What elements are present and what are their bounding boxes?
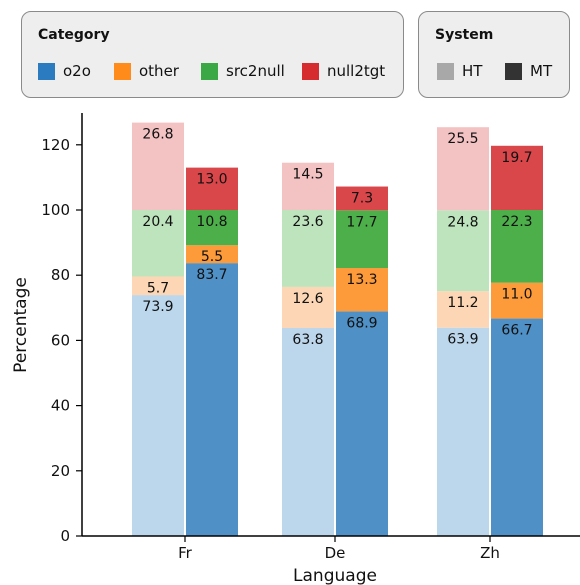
bar-zh-mt-o2o xyxy=(491,318,543,536)
data-label-zh-ht-other: 11.2 xyxy=(447,295,478,311)
bar-fr-mt-src2null xyxy=(186,210,238,246)
legend-label-null2tgt: null2tgt xyxy=(327,62,386,80)
bar-de-mt-other xyxy=(336,268,388,312)
data-label-fr-ht-src2null: 20.4 xyxy=(142,214,173,230)
data-label-de-mt-other: 13.3 xyxy=(346,272,377,288)
data-label-fr-mt-other: 5.5 xyxy=(201,249,223,265)
data-label-de-ht-o2o: 63.8 xyxy=(292,332,323,348)
legend-item-mt: MT xyxy=(505,62,552,80)
axes-layer: 0 20 40 60 80 100 120 Fr De Zh Language Percentage xyxy=(11,113,580,585)
legend-label-mt: MT xyxy=(530,62,553,80)
data-label-de-mt-src2null: 17.7 xyxy=(346,214,377,230)
bar-de-ht-other xyxy=(282,286,334,329)
bar-fr-ht-null2tgt xyxy=(132,122,184,210)
y-axis-label: Percentage xyxy=(11,277,31,373)
data-label-de-mt-o2o: 68.9 xyxy=(346,315,377,331)
bar-de-mt-src2null xyxy=(336,210,388,269)
data-label-zh-ht-null2tgt: 25.5 xyxy=(447,131,478,147)
legend-label-ht: HT xyxy=(462,62,483,80)
legend-item-src2null: src2null xyxy=(201,62,285,80)
bar-de-mt-null2tgt xyxy=(336,186,388,211)
legend-item-null2tgt: null2tgt xyxy=(302,62,385,80)
y-tick-label-80: 80 xyxy=(51,266,70,284)
data-label-fr-mt-null2tgt: 13.0 xyxy=(196,172,227,188)
y-tick-label-100: 100 xyxy=(41,201,70,219)
y-tick-label-20: 20 xyxy=(51,462,70,480)
bar-zh-ht-o2o xyxy=(437,327,489,536)
data-label-de-mt-null2tgt: 7.3 xyxy=(351,191,373,207)
data-label-de-ht-null2tgt: 14.5 xyxy=(292,167,323,183)
x-tick-label-zh: Zh xyxy=(480,544,500,562)
legend-label-o2o: o2o xyxy=(63,62,91,80)
legend-swatch-src2null xyxy=(201,62,218,80)
legend-swatch-null2tgt xyxy=(302,62,319,80)
bar-zh-mt-src2null xyxy=(491,210,543,283)
data-label-zh-mt-o2o: 66.7 xyxy=(501,323,532,339)
legend-swatch-mt xyxy=(505,62,522,80)
bar-de-ht-o2o xyxy=(282,328,334,536)
bars-layer xyxy=(132,122,543,536)
data-label-zh-mt-other: 11.0 xyxy=(501,287,532,303)
bar-fr-mt-o2o xyxy=(186,263,238,536)
data-label-de-ht-src2null: 23.6 xyxy=(292,214,323,230)
bar-zh-mt-null2tgt xyxy=(491,145,543,210)
y-tick-label-60: 60 xyxy=(51,331,70,349)
legend-swatch-ht xyxy=(437,62,454,80)
y-tick-label-120: 120 xyxy=(41,136,70,154)
y-tick-label-0: 0 xyxy=(60,527,70,545)
legend-label-src2null: src2null xyxy=(226,62,285,80)
bar-fr-ht-o2o xyxy=(132,295,184,536)
bar-fr-mt-null2tgt xyxy=(186,167,238,210)
data-label-zh-mt-null2tgt: 19.7 xyxy=(501,150,532,166)
bar-zh-ht-other xyxy=(437,291,489,328)
bar-de-ht-null2tgt xyxy=(282,162,334,210)
system-legend-title: System xyxy=(435,27,494,43)
y-tick-label-40: 40 xyxy=(51,397,70,415)
category-legend: Category o2o other src2null null2tgt xyxy=(21,11,404,98)
bar-fr-ht-src2null xyxy=(132,210,184,277)
category-legend-title: Category xyxy=(38,27,110,43)
data-label-fr-ht-other: 5.7 xyxy=(147,281,169,297)
legend-item-ht: HT xyxy=(437,62,482,80)
legend-swatch-o2o xyxy=(38,62,55,80)
legend-label-other: other xyxy=(139,62,179,80)
x-tick-label-de: De xyxy=(325,544,346,562)
legend-item-o2o: o2o xyxy=(38,62,91,80)
bar-zh-ht-null2tgt xyxy=(437,127,489,211)
data-label-zh-ht-src2null: 24.8 xyxy=(447,214,478,230)
bar-de-mt-o2o xyxy=(336,311,388,536)
bar-de-ht-src2null xyxy=(282,210,334,287)
legend-swatch-other xyxy=(114,62,131,80)
x-axis-label: Language xyxy=(293,566,377,585)
bar-fr-mt-other xyxy=(186,245,238,264)
data-label-zh-ht-o2o: 63.9 xyxy=(447,332,478,348)
data-label-fr-mt-o2o: 83.7 xyxy=(196,267,227,283)
bar-zh-ht-src2null xyxy=(437,210,489,292)
data-labels-layer: 73.9 5.7 20.4 26.8 83.7 5.5 10.8 13.0 63.8 12.6 23… xyxy=(142,127,532,348)
data-label-zh-mt-src2null: 22.3 xyxy=(501,214,532,230)
data-label-fr-ht-o2o: 73.9 xyxy=(142,299,173,315)
data-label-fr-mt-src2null: 10.8 xyxy=(196,214,227,230)
bar-zh-mt-other xyxy=(491,282,543,319)
x-tick-label-fr: Fr xyxy=(178,544,193,562)
data-label-fr-ht-null2tgt: 26.8 xyxy=(142,127,173,143)
system-legend: System HT MT xyxy=(418,11,570,98)
bar-fr-ht-other xyxy=(132,276,184,296)
legend-item-other: other xyxy=(114,62,179,80)
data-label-de-ht-other: 12.6 xyxy=(292,291,323,307)
